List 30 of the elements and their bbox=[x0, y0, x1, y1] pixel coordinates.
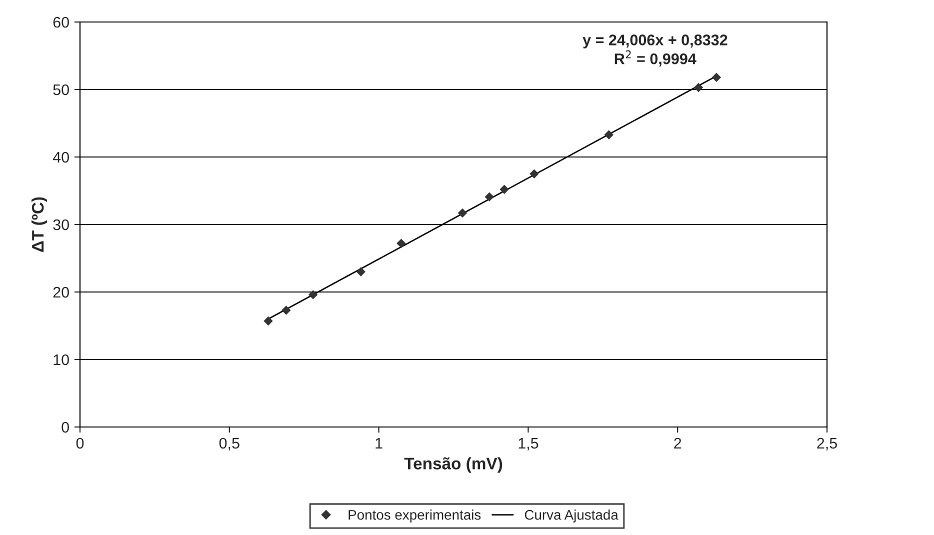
x-tick-label: 2,5 bbox=[817, 438, 837, 450]
y-tick-label: 60 bbox=[53, 16, 69, 28]
point bbox=[604, 130, 614, 140]
point bbox=[396, 238, 406, 248]
point bbox=[530, 169, 539, 178]
x-tick-label: 2 bbox=[674, 438, 682, 448]
x-tick-label: 0 bbox=[76, 438, 84, 449]
x-tick-label: 1,5 bbox=[518, 438, 538, 450]
point bbox=[694, 82, 704, 92]
x-tick-label: 0,5 bbox=[219, 438, 240, 450]
y-tick-label: 10 bbox=[54, 354, 69, 366]
point bbox=[282, 306, 291, 315]
y-tick-label: 40 bbox=[52, 152, 69, 163]
x-tick-label: 1 bbox=[376, 438, 382, 448]
legend-label: Pontos experimentais bbox=[348, 510, 481, 522]
point bbox=[484, 192, 494, 202]
point bbox=[712, 72, 722, 82]
point bbox=[500, 184, 509, 194]
y-tick-label: 20 bbox=[53, 286, 69, 298]
y-axis-title: ΔT (ºC) bbox=[32, 197, 48, 252]
point bbox=[356, 267, 366, 276]
point bbox=[264, 316, 273, 326]
y-tick-label: 0 bbox=[62, 422, 69, 433]
y-tick-label: 50 bbox=[53, 84, 69, 96]
annotation: y = 24,006x + 0,8332 R$^{2}$ = 0,9994 bbox=[582, 34, 728, 66]
x-axis-title: Tensão (mV) bbox=[404, 457, 502, 473]
y-tick-label: 30 bbox=[53, 219, 69, 230]
legend-label: Curva Ajustada bbox=[524, 510, 618, 522]
point bbox=[308, 290, 318, 300]
point bbox=[458, 208, 468, 218]
